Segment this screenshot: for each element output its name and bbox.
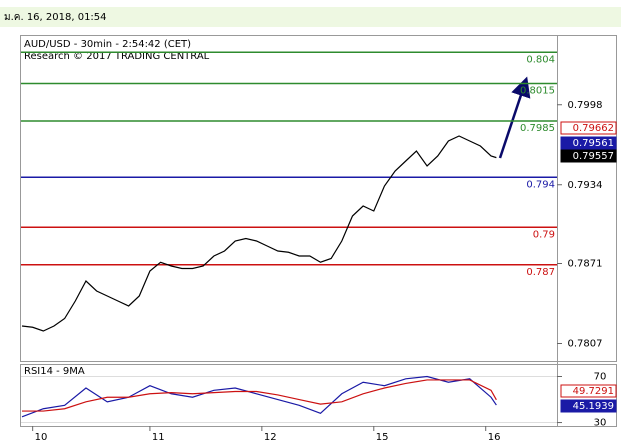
price-box: [560, 149, 617, 163]
level-label: 0.804: [526, 54, 555, 65]
price-box-label: 45.1939: [573, 401, 614, 412]
price-box-label: 0.79557: [573, 151, 614, 162]
level-label: 0.787: [526, 267, 555, 278]
price-box: [560, 136, 617, 150]
header-datetime: ม.ค. 16, 2018, 01:54: [4, 12, 107, 23]
price-box-label: 49.7291: [573, 386, 614, 397]
y-tick-label: 0.7998: [568, 100, 603, 111]
price-box: [560, 399, 617, 413]
y-tick-label: 30: [594, 418, 607, 429]
x-tick-label: 10: [35, 432, 48, 443]
y-tick-label: 0.7871: [568, 259, 603, 270]
price-box: [560, 121, 617, 135]
level-label: 0.8015: [520, 86, 555, 97]
level-label: 0.794: [526, 179, 555, 190]
x-tick-label: 12: [264, 432, 277, 443]
series-line: [22, 379, 497, 412]
level-label: 0.79: [533, 229, 555, 240]
chart-title: AUD/USD - 30min - 2:54:42 (CET): [24, 39, 191, 50]
y-tick-label: 70: [594, 372, 607, 383]
series-line: [21, 375, 497, 418]
level-label: 0.7985: [520, 123, 555, 134]
rsi-title: RSI14 - 9MA: [24, 366, 85, 377]
forecast-arrow: [498, 76, 531, 159]
x-tick-label: 11: [152, 432, 165, 443]
header-bar: [0, 7, 621, 27]
price-box-label: 0.79662: [573, 123, 614, 134]
x-tick-label: 16: [488, 432, 501, 443]
series-line: [21, 135, 497, 332]
y-tick-label: 0.7807: [568, 339, 603, 350]
y-tick-label: 0.7934: [568, 180, 603, 191]
chart-subtitle: Research © 2017 TRADING CENTRAL: [24, 51, 210, 62]
price-panel: [20, 35, 617, 362]
price-box-label: 0.79561: [573, 138, 614, 149]
x-tick-label: 15: [376, 432, 389, 443]
price-box: [560, 384, 617, 398]
